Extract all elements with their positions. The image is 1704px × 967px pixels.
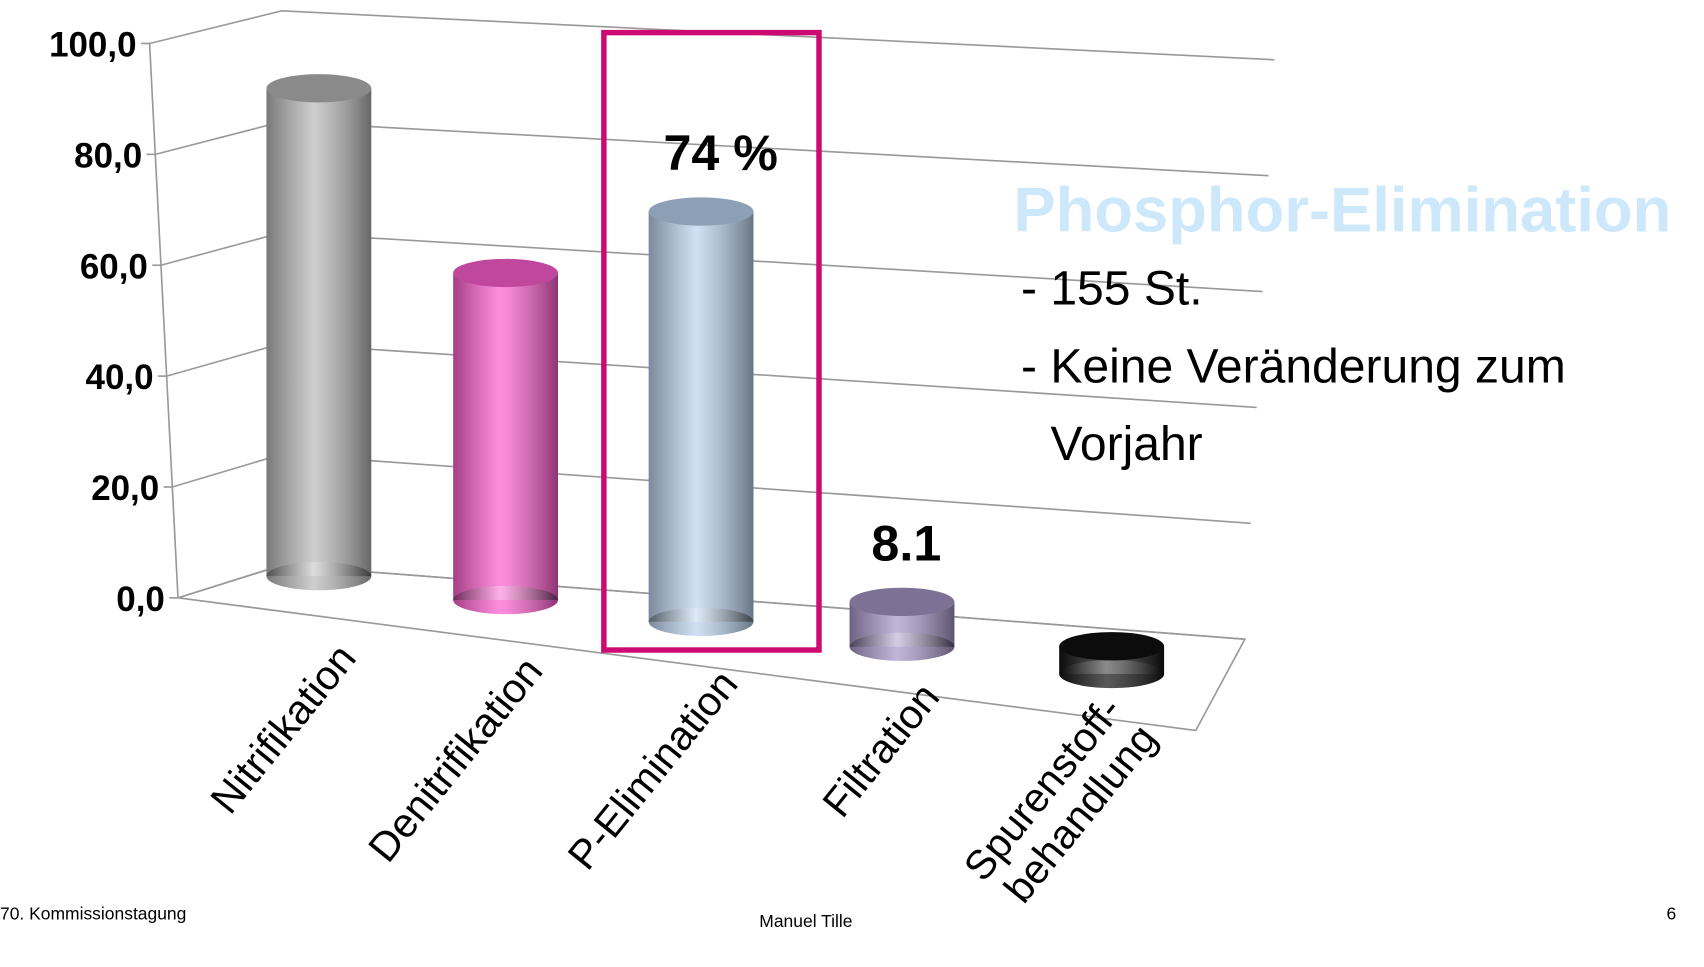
y-tick-label: 80,0: [74, 136, 142, 175]
footer-left: 70. Kommissionstagung: [0, 904, 186, 924]
y-axis: [148, 43, 179, 598]
bar-top: [1059, 632, 1165, 661]
bar-top-shade: [648, 197, 754, 226]
annotation: - Keine Veränderung zum: [1021, 341, 1566, 394]
bar-top-shade: [453, 258, 559, 288]
bar-base-shade: [266, 561, 372, 591]
annotation: Vorjahr: [1051, 418, 1203, 471]
bar-base-shade: [849, 632, 955, 661]
grid-line: [149, 10, 1275, 61]
annotation: Phosphor-Elimination: [1013, 176, 1671, 246]
bar-shade: [648, 211, 754, 622]
y-tick-label: 20,0: [91, 469, 159, 508]
y-tick-label: 40,0: [86, 358, 154, 397]
y-tick-label: 100,0: [49, 26, 136, 65]
footer-right: 6: [1666, 904, 1676, 924]
bar-top: [266, 74, 372, 103]
value-label: 8.1: [871, 516, 941, 572]
bar-top: [453, 258, 559, 288]
highlight-box: [601, 29, 822, 653]
footer-center: Manuel Tille: [759, 911, 852, 931]
y-tick-label: 0,0: [116, 580, 165, 619]
y-tick-label: 60,0: [80, 247, 148, 286]
bar-top-shade: [266, 74, 372, 103]
bar-shade: [266, 88, 372, 577]
bar-base-shade: [1059, 659, 1165, 689]
annotation: - 155 St.: [1021, 262, 1203, 315]
bar-top: [648, 197, 754, 226]
bar-shade: [453, 272, 559, 601]
value-label: 74 %: [663, 125, 777, 181]
bar-top-shade: [1059, 632, 1165, 661]
bar-base-shade: [453, 585, 559, 615]
bar-top: [849, 587, 955, 616]
bar-base-shade: [648, 607, 754, 636]
bar-top-shade: [849, 587, 955, 616]
